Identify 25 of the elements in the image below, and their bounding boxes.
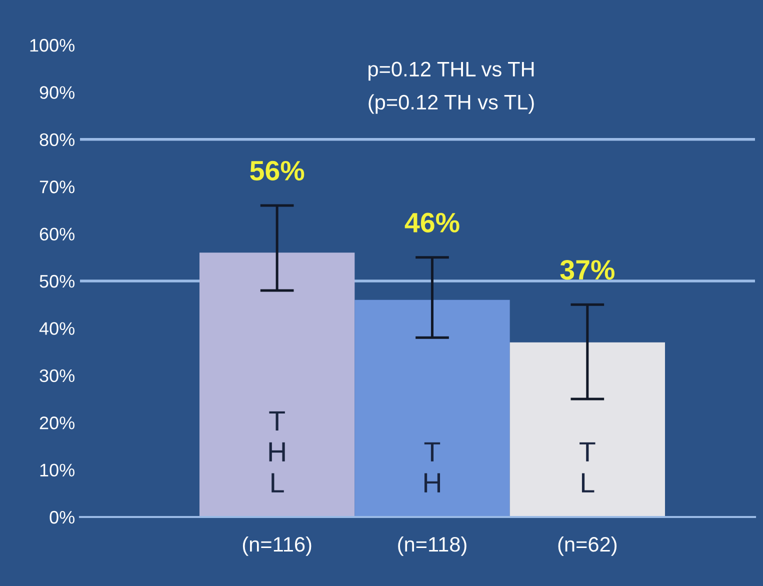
bar (510, 342, 665, 517)
x-tick-label: (n=116) (242, 536, 312, 556)
annotation: T H (424, 442, 440, 492)
y-tick-label: 50% (40, 274, 74, 288)
data-label: 46% (404, 212, 460, 232)
y-tick-label: 70% (40, 180, 74, 194)
x-tick-label: (n=62) (558, 536, 617, 556)
y-tick-label: 80% (40, 133, 74, 146)
data-label: 56% (250, 160, 304, 181)
y-tick-label: 60% (40, 228, 74, 241)
y-tick-label: 20% (40, 416, 74, 430)
bar (199, 252, 355, 517)
data-label: 37% (560, 260, 614, 280)
y-tick-label: 100% (30, 38, 74, 52)
text: p=0.12 THL vs TH (368, 62, 534, 81)
y-tick-label: 90% (40, 86, 74, 99)
text: (p=0.12 TH vs TL) (368, 94, 534, 114)
y-tick-label: 10% (40, 464, 74, 477)
y-tick-label: 40% (39, 322, 74, 335)
y-tick-label: 30% (40, 369, 74, 382)
x-tick-label: (n=118) (398, 536, 466, 556)
annotation: T H L (269, 411, 285, 492)
y-tick-label: 0% (50, 510, 74, 524)
annotation: T L (580, 442, 596, 492)
bar (354, 300, 510, 517)
